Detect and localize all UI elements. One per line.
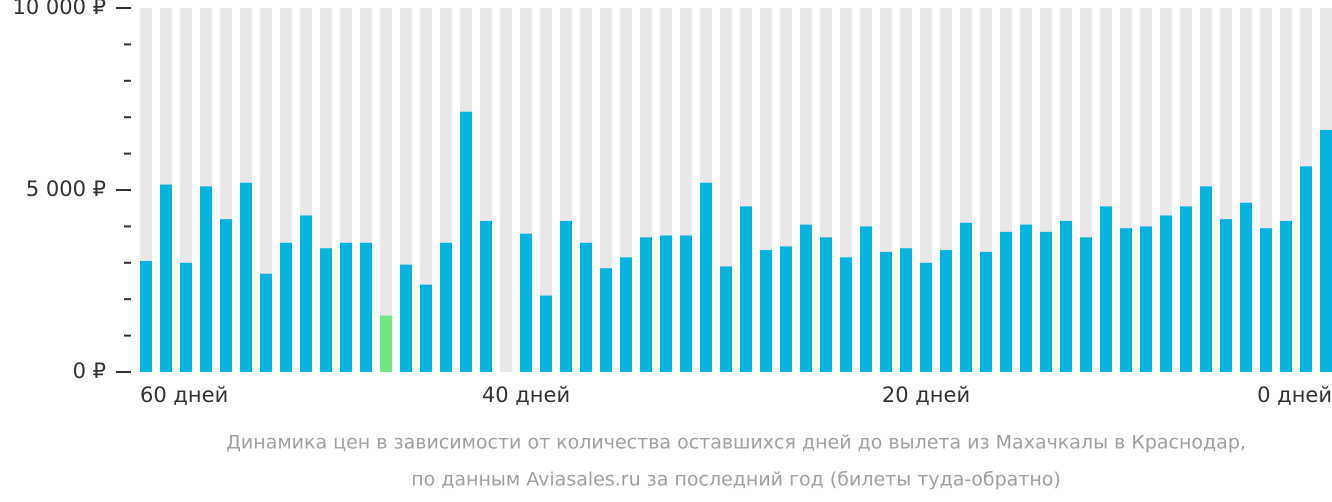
bar bbox=[1240, 202, 1252, 372]
bar bbox=[680, 235, 692, 372]
x-tick-label: 20 дней bbox=[882, 383, 970, 407]
bar bbox=[740, 206, 752, 372]
bar bbox=[220, 219, 232, 372]
bar bbox=[620, 257, 632, 372]
bar bbox=[260, 273, 272, 372]
bar bbox=[400, 264, 412, 372]
column-background bbox=[380, 8, 392, 372]
bar bbox=[640, 237, 652, 372]
bar bbox=[280, 242, 292, 372]
column-background bbox=[500, 8, 512, 372]
bar bbox=[200, 186, 212, 372]
bar bbox=[700, 182, 712, 372]
bar bbox=[660, 235, 672, 372]
caption: по данным Aviasales.ru за последний год … bbox=[411, 469, 1061, 491]
y-tick-label: 0 ₽ bbox=[73, 359, 106, 383]
bar bbox=[1300, 166, 1312, 372]
bar bbox=[1060, 220, 1072, 372]
bar bbox=[1120, 228, 1132, 372]
x-tick-label: 40 дней bbox=[482, 383, 570, 407]
bar bbox=[520, 233, 532, 372]
bar bbox=[1320, 129, 1332, 372]
bar bbox=[920, 262, 932, 372]
bar bbox=[1160, 215, 1172, 372]
x-tick-label: 60 дней bbox=[140, 383, 228, 407]
bar bbox=[1020, 224, 1032, 372]
bar bbox=[1000, 231, 1012, 372]
bar bbox=[780, 246, 792, 372]
column-background bbox=[420, 8, 432, 372]
bar bbox=[720, 266, 732, 372]
bar bbox=[860, 226, 872, 372]
caption: Динамика цен в зависимости от количества… bbox=[226, 432, 1246, 454]
bar bbox=[840, 257, 852, 372]
bar bbox=[1040, 231, 1052, 372]
bar bbox=[1080, 237, 1092, 372]
bar bbox=[580, 242, 592, 372]
bar bbox=[360, 242, 372, 372]
bar bbox=[1220, 219, 1232, 372]
bar bbox=[340, 242, 352, 372]
bar bbox=[1140, 226, 1152, 372]
bar bbox=[560, 220, 572, 372]
bar bbox=[320, 248, 332, 372]
bar bbox=[420, 284, 432, 372]
bar bbox=[1200, 186, 1212, 372]
x-tick-label: 0 дней bbox=[1257, 383, 1332, 407]
bar bbox=[240, 182, 252, 372]
bar bbox=[480, 220, 492, 372]
y-tick-label: 10 000 ₽ bbox=[12, 0, 106, 19]
bar bbox=[540, 295, 552, 372]
bar bbox=[1180, 206, 1192, 372]
bar bbox=[960, 222, 972, 372]
bar bbox=[440, 242, 452, 372]
bar bbox=[600, 268, 612, 372]
bar bbox=[1280, 220, 1292, 372]
bar bbox=[160, 184, 172, 372]
column-background bbox=[540, 8, 552, 372]
bar bbox=[180, 262, 192, 372]
bar bbox=[1260, 228, 1272, 372]
bar bbox=[140, 260, 152, 372]
bar bbox=[1100, 206, 1112, 372]
bar bbox=[460, 111, 472, 373]
bar bbox=[800, 224, 812, 372]
bar bbox=[300, 215, 312, 372]
bar bbox=[380, 315, 392, 372]
bar bbox=[900, 248, 912, 372]
bar bbox=[980, 251, 992, 372]
bar bbox=[760, 250, 772, 372]
bar bbox=[880, 251, 892, 372]
bar bbox=[940, 250, 952, 372]
y-tick-label: 5 000 ₽ bbox=[26, 177, 106, 201]
bar bbox=[820, 237, 832, 372]
